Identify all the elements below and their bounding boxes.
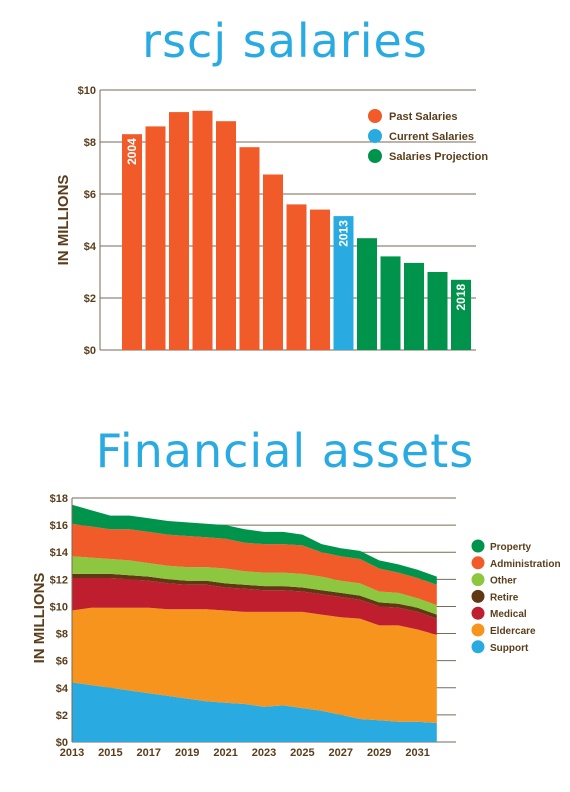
bar — [286, 204, 307, 350]
x-tick-label: 2025 — [290, 747, 314, 759]
bar — [239, 147, 260, 350]
legend-label: Other — [490, 576, 517, 587]
legend-marker — [368, 149, 382, 163]
legend-label: Administration — [490, 559, 561, 570]
legend-label: Support — [490, 643, 529, 654]
area-series — [72, 556, 437, 615]
legend-label: Medical — [490, 609, 527, 620]
y-tick-label: $2 — [84, 293, 96, 305]
bar — [427, 272, 448, 350]
x-tick-label: 2029 — [367, 747, 391, 759]
bar — [333, 216, 354, 350]
legend-marker — [471, 640, 485, 654]
legend-marker — [471, 573, 485, 587]
bar — [263, 174, 283, 350]
legend-marker — [368, 109, 382, 123]
x-tick-label: 2013 — [60, 747, 84, 759]
bar — [357, 238, 377, 350]
bar — [122, 134, 142, 350]
y-axis-label: IN MILLIONS — [31, 573, 48, 664]
y-axis-label: IN MILLIONS — [55, 175, 72, 266]
x-tick-label: 2019 — [175, 747, 199, 759]
legend-marker — [471, 556, 485, 570]
chart-title-salaries: rscj salaries — [142, 14, 428, 68]
area-series — [72, 607, 437, 723]
legend-label: Current Salaries — [389, 131, 474, 143]
legend-label: Property — [490, 542, 532, 553]
bar — [404, 262, 424, 350]
y-tick-label: $8 — [56, 629, 68, 641]
y-tick-label: $6 — [84, 189, 96, 201]
y-tick-label: $14 — [50, 547, 69, 559]
y-tick-label: $4 — [56, 683, 69, 695]
y-tick-label: $4 — [84, 241, 97, 253]
bar — [169, 112, 189, 350]
y-tick-label: $10 — [50, 601, 68, 613]
area-series — [72, 523, 437, 606]
x-tick-label: 2021 — [213, 747, 237, 759]
bar — [310, 209, 330, 350]
bar-year-label: 2013 — [337, 220, 351, 247]
chart-title-assets: Financial assets — [95, 424, 475, 478]
y-tick-label: $10 — [78, 85, 96, 97]
legend-marker — [471, 539, 485, 553]
legend-label: Past Salaries — [389, 111, 458, 123]
bar — [192, 110, 213, 350]
y-tick-label: $8 — [84, 137, 96, 149]
bar — [145, 126, 166, 351]
area-series — [72, 504, 437, 585]
y-tick-label: $16 — [50, 520, 68, 532]
y-tick-label: $18 — [50, 493, 68, 505]
bar — [216, 121, 236, 350]
area-series — [72, 682, 437, 742]
legend-label: Eldercare — [490, 626, 536, 637]
x-tick-label: 2017 — [137, 747, 161, 759]
y-tick-label: $6 — [56, 656, 68, 668]
y-tick-label: $0 — [56, 737, 68, 749]
legend-marker — [471, 589, 485, 603]
legend-label: Retire — [490, 592, 519, 603]
legend-marker — [471, 606, 485, 620]
bar — [451, 279, 471, 350]
legend-marker — [471, 623, 485, 637]
y-tick-label: $12 — [50, 574, 68, 586]
legend-marker — [368, 129, 382, 143]
y-tick-label: $2 — [56, 710, 68, 722]
x-tick-label: 2027 — [329, 747, 353, 759]
x-tick-label: 2015 — [98, 747, 122, 759]
bar-year-label: 2018 — [454, 283, 468, 310]
x-tick-label: 2023 — [252, 747, 276, 759]
bar-year-label: 2004 — [125, 138, 139, 165]
y-tick-label: $0 — [84, 345, 96, 357]
x-tick-label: 2031 — [405, 747, 429, 759]
legend-label: Salaries Projection — [389, 151, 488, 163]
bar — [380, 256, 401, 350]
area-series — [72, 578, 437, 635]
